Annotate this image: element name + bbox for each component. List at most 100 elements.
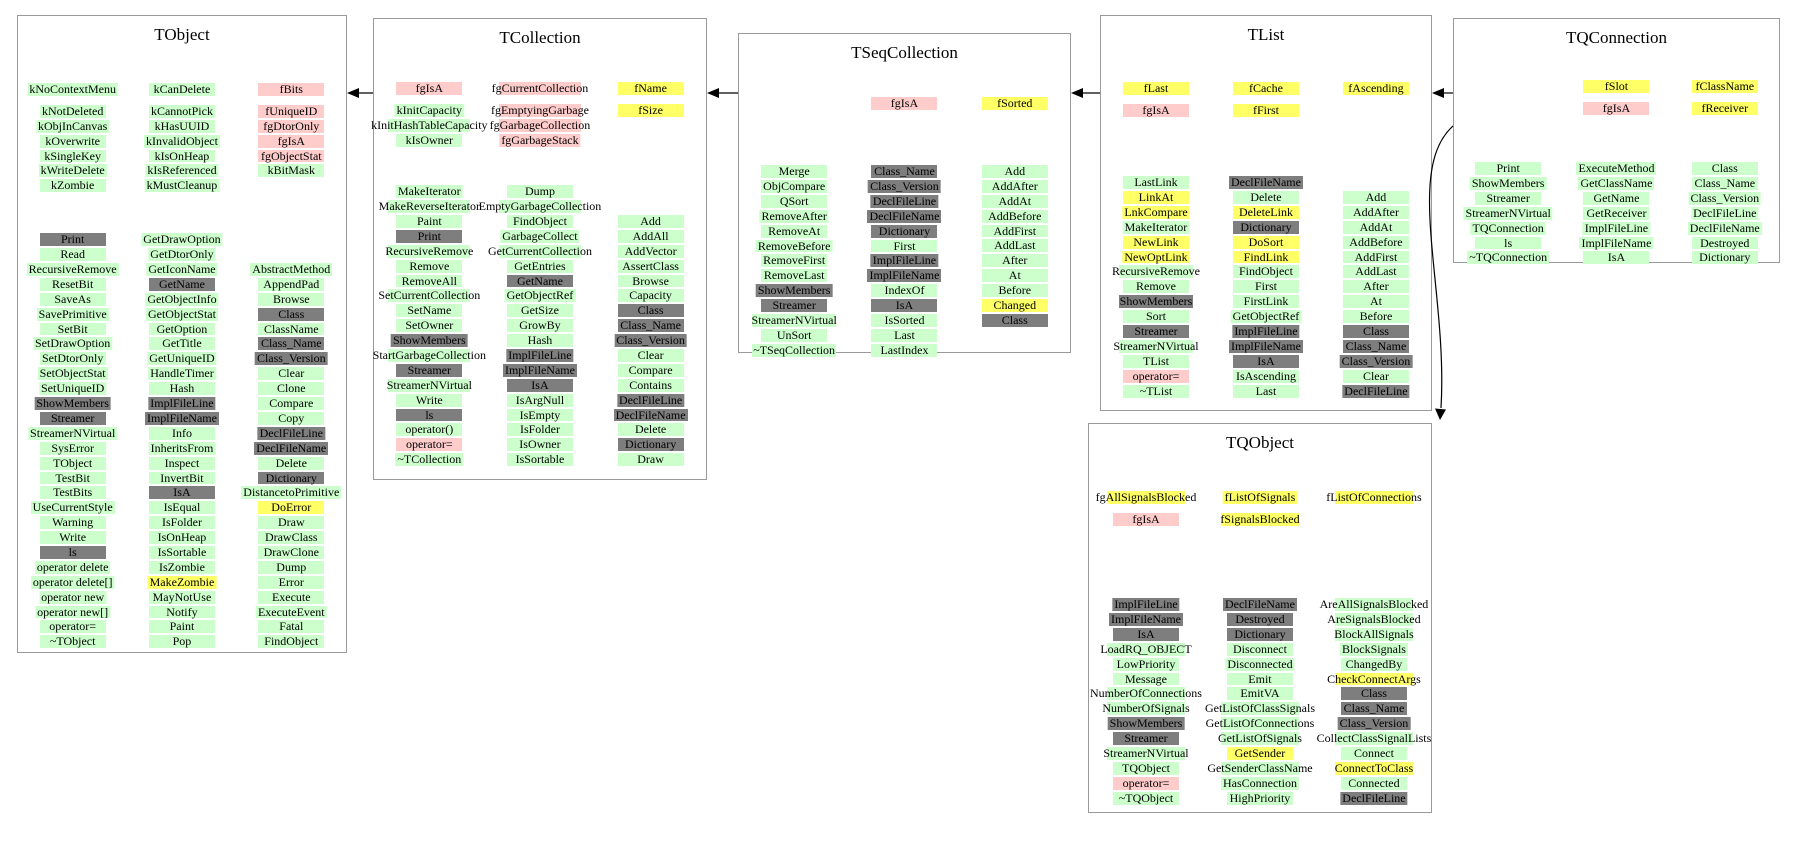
method-cell[interactable]: IsEqual — [163, 500, 201, 515]
method-cell[interactable]: GetObjectRef — [1232, 309, 1300, 324]
method-cell[interactable]: SaveAs — [54, 291, 91, 306]
method-cell[interactable]: ObjCompare — [763, 179, 826, 193]
method-cell[interactable]: FindObject — [1238, 264, 1293, 279]
method-cell[interactable]: Class_Version — [256, 351, 326, 366]
member-cell[interactable]: kIsReferenced — [147, 163, 217, 178]
method-cell[interactable]: BlockAllSignals — [1334, 626, 1414, 641]
method-cell[interactable]: operator= — [49, 619, 97, 634]
method-cell[interactable]: ImplFileName — [869, 268, 940, 283]
method-cell[interactable]: Class_Version — [616, 333, 685, 348]
method-cell[interactable]: Print — [417, 228, 441, 243]
member-cell[interactable]: fgEmptyingGarbage — [490, 102, 589, 117]
method-cell[interactable]: SetCurrentCollection — [378, 288, 481, 303]
method-cell[interactable]: ~TSeqCollection — [753, 342, 836, 357]
method-cell[interactable]: AddAfter — [1352, 204, 1399, 219]
method-cell[interactable]: First — [1254, 279, 1277, 294]
method-cell[interactable]: DeclFileLine — [1693, 205, 1757, 220]
method-cell[interactable]: IsSortable — [157, 544, 207, 559]
method-cell[interactable]: Class_Name — [1694, 175, 1756, 190]
method-cell[interactable]: GrowBy — [519, 318, 561, 333]
method-cell[interactable]: LnkCompare — [1124, 204, 1188, 219]
method-cell[interactable]: FindObject — [264, 634, 319, 649]
method-cell[interactable]: Class_Name — [1345, 338, 1407, 353]
member-cell[interactable]: kInvalidObject — [145, 133, 218, 148]
method-cell[interactable]: ExecuteMethod — [1578, 161, 1655, 176]
member-cell[interactable]: fLast — [1143, 81, 1169, 95]
method-cell[interactable]: GetName — [1593, 190, 1640, 205]
method-cell[interactable]: Class — [1711, 161, 1738, 176]
method-cell[interactable]: Hash — [527, 333, 553, 348]
method-cell[interactable]: GetClassName — [1580, 175, 1653, 190]
method-cell[interactable]: Fatal — [279, 619, 304, 634]
method-cell[interactable]: SetOwner — [405, 318, 454, 333]
method-cell[interactable]: DeclFileName — [1230, 175, 1301, 190]
method-cell[interactable]: Last — [1255, 383, 1277, 398]
method-cell[interactable]: AssertClass — [622, 258, 679, 273]
method-cell[interactable]: GetSize — [520, 303, 559, 318]
method-cell[interactable]: Message — [1124, 671, 1167, 686]
method-cell[interactable]: Changed — [993, 298, 1037, 313]
method-cell[interactable]: GetName — [158, 276, 205, 291]
method-cell[interactable]: Clear — [278, 366, 305, 381]
method-cell[interactable]: Class_Name — [874, 164, 935, 179]
method-cell[interactable]: QSort — [779, 193, 809, 208]
method-cell[interactable]: IsZombie — [158, 559, 205, 574]
method-cell[interactable]: Sort — [1145, 309, 1166, 324]
method-cell[interactable]: operator delete — [36, 559, 109, 574]
method-cell[interactable]: Class_Version — [870, 179, 939, 193]
member-cell[interactable]: fgIsA — [890, 96, 919, 110]
method-cell[interactable]: StreamerNVirtual — [30, 425, 116, 440]
method-cell[interactable]: Streamer — [1134, 324, 1178, 339]
member-cell[interactable]: kMustCleanup — [146, 178, 218, 193]
method-cell[interactable]: InvertBit — [160, 470, 204, 485]
method-cell[interactable]: Clear — [637, 347, 664, 362]
member-cell[interactable]: fReceiver — [1701, 100, 1749, 115]
method-cell[interactable]: Write — [59, 530, 87, 545]
method-cell[interactable]: AddLast — [994, 238, 1036, 253]
member-cell[interactable]: kInitCapacity — [396, 102, 462, 117]
member-cell[interactable]: kBitMask — [267, 163, 315, 178]
method-cell[interactable]: RecursiveRemove — [28, 262, 117, 277]
method-cell[interactable]: At — [1008, 268, 1021, 283]
method-cell[interactable]: Pop — [172, 634, 192, 649]
method-cell[interactable]: AreSignalsBlocked — [1327, 612, 1421, 627]
method-cell[interactable]: IsFolder — [161, 515, 202, 530]
method-cell[interactable]: Print — [60, 232, 85, 247]
method-cell[interactable]: ImplFileLine — [1114, 597, 1178, 612]
method-cell[interactable]: AppendPad — [263, 276, 320, 291]
method-cell[interactable]: SetDtorOnly — [41, 351, 104, 366]
method-cell[interactable]: IsOwner — [519, 437, 561, 452]
method-cell[interactable]: Notify — [166, 604, 198, 619]
method-cell[interactable]: Add — [1365, 190, 1387, 205]
method-cell[interactable]: DeclFileName — [615, 407, 686, 422]
method-cell[interactable]: operator= — [1132, 368, 1180, 383]
method-cell[interactable]: GetName — [516, 273, 563, 288]
method-cell[interactable]: HighPriority — [1229, 790, 1291, 805]
method-cell[interactable]: GarbageCollect — [502, 228, 578, 243]
method-cell[interactable]: TestBit — [55, 470, 90, 485]
method-cell[interactable]: Class_Version — [1339, 716, 1409, 731]
method-cell[interactable]: DeclFileName — [1689, 220, 1760, 235]
method-cell[interactable]: ~TList — [1139, 383, 1173, 398]
method-cell[interactable]: Emit — [1248, 671, 1272, 686]
method-cell[interactable]: TQObject — [1122, 760, 1170, 775]
method-cell[interactable]: Destroyed — [1235, 612, 1285, 627]
method-cell[interactable]: Compare — [269, 396, 314, 411]
method-cell[interactable]: DeclFileLine — [1344, 383, 1408, 398]
method-cell[interactable]: AbstractMethod — [252, 262, 331, 277]
method-cell[interactable]: AddFirst — [993, 223, 1037, 238]
member-cell[interactable]: kNotDeleted — [42, 103, 104, 118]
method-cell[interactable]: GetObjectRef — [506, 288, 574, 303]
method-cell[interactable]: GetTitle — [162, 336, 202, 351]
method-cell[interactable]: Connect — [1353, 746, 1394, 761]
method-cell[interactable]: Before — [998, 283, 1032, 298]
method-cell[interactable]: IsEmpty — [519, 407, 561, 422]
method-cell[interactable]: StreamerNVirtual — [1465, 205, 1551, 220]
method-cell[interactable]: IsA — [173, 485, 191, 500]
member-cell[interactable]: fFirst — [1252, 102, 1279, 117]
method-cell[interactable]: ShowMembers — [1119, 294, 1193, 309]
method-cell[interactable]: FindObject — [512, 213, 567, 228]
method-cell[interactable]: ImplFileName — [504, 362, 575, 377]
method-cell[interactable]: Read — [60, 247, 85, 262]
method-cell[interactable]: UnSort — [776, 327, 812, 342]
